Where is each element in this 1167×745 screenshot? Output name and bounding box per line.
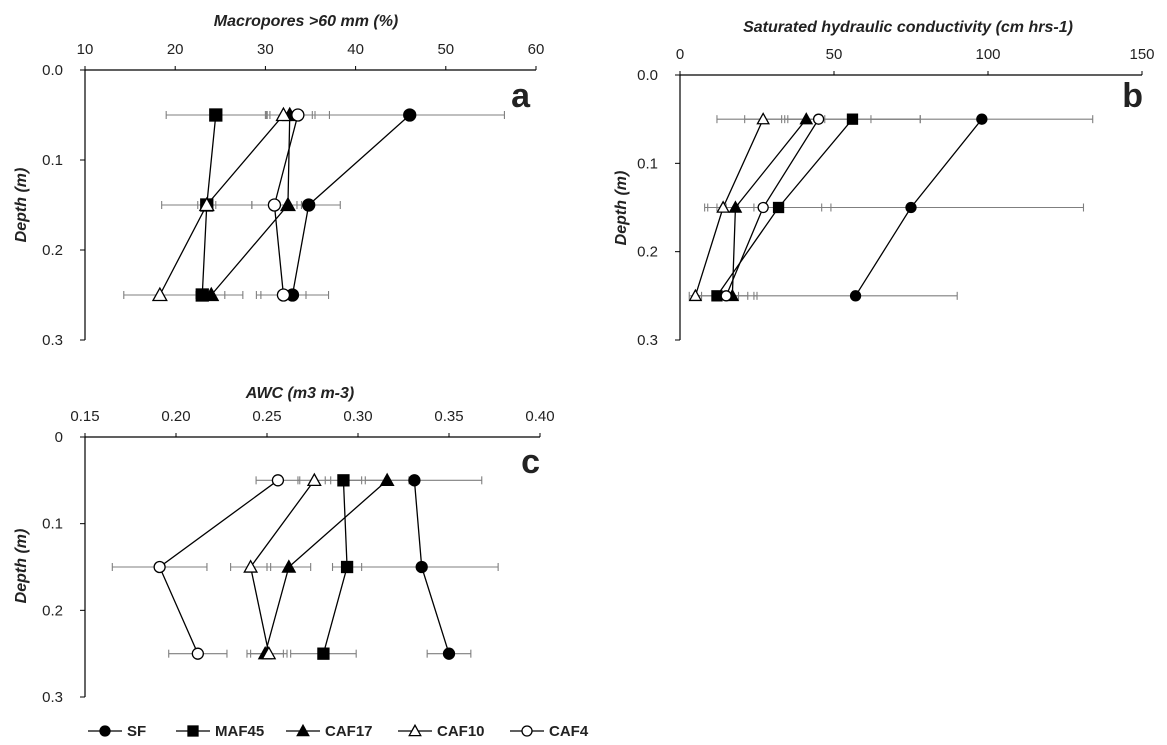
y-tick-label: 0.3 <box>42 689 63 706</box>
data-point-MAF45 <box>337 474 350 487</box>
panel-b-conductivity-chart: Saturated hydraulic conductivity (cm hrs… <box>613 19 1155 349</box>
data-point-CAF17 <box>281 559 297 573</box>
data-point-CAF10 <box>198 196 215 212</box>
panel-a-macropores-chart: Macropores >60 mm (%) Depth (m) a 10 20 30… <box>13 13 544 349</box>
data-point-CAF4 <box>276 288 291 302</box>
panel-c-x-title: AWC (m3 m-3) <box>245 385 354 402</box>
panel-c-awc-chart: AWC (m3 m-3) Depth (m) c 0.15 0.20 0.25 0.3… <box>13 385 555 706</box>
y-tick-label: 0.1 <box>42 152 63 169</box>
panel-a-label: a <box>511 77 531 115</box>
y-tick-label: 0.2 <box>42 242 63 259</box>
x-tick-label: 0 <box>676 46 684 63</box>
data-point-CAF4 <box>191 647 204 660</box>
data-point-MAF45 <box>317 647 330 660</box>
data-point-MAF45 <box>846 113 859 125</box>
data-point-CAF10 <box>306 472 322 487</box>
data-point-CAF10 <box>688 288 703 302</box>
data-point-CAF4 <box>267 198 282 212</box>
data-point-CAF10 <box>756 112 771 125</box>
data-point-CAF10 <box>261 646 277 660</box>
x-tick-label: 30 <box>257 41 274 58</box>
data-point-CAF10 <box>275 106 292 122</box>
data-point-SF <box>976 113 988 125</box>
panel-b-x-title: Saturated hydraulic conductivity (cm hrs… <box>743 19 1073 36</box>
legend-marker-CAF4 <box>521 725 533 737</box>
data-point-MAF45 <box>772 201 785 214</box>
legend-label-CAF4: CAF4 <box>549 723 589 740</box>
x-tick-label: 0.30 <box>343 408 372 425</box>
legend-label-MAF45: MAF45 <box>215 723 264 740</box>
x-tick-label: 100 <box>975 46 1000 63</box>
panel-b-axes: 0 50 100 150 0.0 0.1 0.2 0.3 <box>637 46 1154 349</box>
x-tick-label: 50 <box>826 46 843 63</box>
panel-a-y-title: Depth (m) <box>13 168 30 243</box>
x-tick-label: 0.25 <box>252 408 281 425</box>
legend-label-CAF17: CAF17 <box>325 723 373 740</box>
panel-c-axes: 0.15 0.20 0.25 0.30 0.35 0.40 0 0.1 0.2 0.3 <box>42 408 554 706</box>
legend-label-CAF10: CAF10 <box>437 723 485 740</box>
panel-b-y-title: Depth (m) <box>613 171 630 246</box>
y-tick-label: 0.1 <box>42 516 63 533</box>
data-point-SF <box>302 198 316 212</box>
y-tick-label: 0.0 <box>42 62 63 79</box>
data-point-CAF4 <box>757 201 769 214</box>
y-tick-label: 0.3 <box>42 332 63 349</box>
x-tick-label: 60 <box>528 41 545 58</box>
data-point-CAF4 <box>271 474 285 487</box>
data-point-MAF45 <box>340 560 354 574</box>
data-point-CAF17 <box>279 196 296 212</box>
data-point-CAF17 <box>728 200 743 213</box>
legend-marker-CAF10 <box>408 723 422 737</box>
y-tick-label: 0.1 <box>637 155 658 172</box>
legend-marker-CAF17 <box>296 723 310 737</box>
data-point-CAF17 <box>203 286 220 302</box>
data-point-SF <box>905 201 917 214</box>
data-point-SF <box>442 647 456 660</box>
y-tick-label: 0 <box>55 429 63 446</box>
data-point-CAF17 <box>379 472 395 487</box>
data-point-CAF4 <box>812 113 825 125</box>
data-point-CAF4 <box>291 108 305 122</box>
x-tick-label: 0.20 <box>161 408 190 425</box>
data-point-SF <box>849 290 862 302</box>
data-point-SF <box>408 474 421 487</box>
y-tick-label: 0.3 <box>637 332 658 349</box>
data-point-CAF10 <box>151 286 168 302</box>
data-point-SF <box>415 560 428 574</box>
x-tick-label: 40 <box>347 41 364 58</box>
legend: SF MAF45 CAF17 CAF10 CAF4 <box>88 723 589 740</box>
x-tick-label: 20 <box>167 41 184 58</box>
panel-c-error-bars <box>111 476 499 658</box>
legend-marker-MAF45 <box>187 725 199 737</box>
panel-b-error-bars <box>688 115 1094 300</box>
x-tick-label: 150 <box>1129 46 1154 63</box>
x-tick-label: 0.35 <box>434 408 463 425</box>
data-point-MAF45 <box>209 108 223 122</box>
y-tick-label: 0.0 <box>637 67 658 84</box>
data-point-CAF4 <box>153 560 166 574</box>
x-tick-label: 0.15 <box>70 408 99 425</box>
panel-b-label: b <box>1122 77 1143 115</box>
x-tick-label: 0.40 <box>525 408 554 425</box>
legend-marker-SF <box>99 725 111 737</box>
x-tick-label: 10 <box>77 41 94 58</box>
panel-a-axes: 10 20 30 40 50 60 0.0 0.1 0.2 0.3 <box>42 41 544 349</box>
data-point-CAF17 <box>799 112 814 125</box>
legend-label-SF: SF <box>127 723 146 740</box>
data-point-CAF10 <box>716 200 730 213</box>
y-tick-label: 0.2 <box>637 244 658 261</box>
panel-a-x-title: Macropores >60 mm (%) <box>214 13 399 30</box>
y-tick-label: 0.2 <box>42 602 63 619</box>
panel-c-y-title: Depth (m) <box>13 529 30 604</box>
x-tick-label: 50 <box>437 41 454 58</box>
data-point-CAF4 <box>720 290 732 302</box>
data-point-SF <box>403 108 417 122</box>
data-point-MAF45 <box>711 290 723 302</box>
panel-c-label: c <box>521 443 540 481</box>
data-point-CAF10 <box>243 559 259 573</box>
